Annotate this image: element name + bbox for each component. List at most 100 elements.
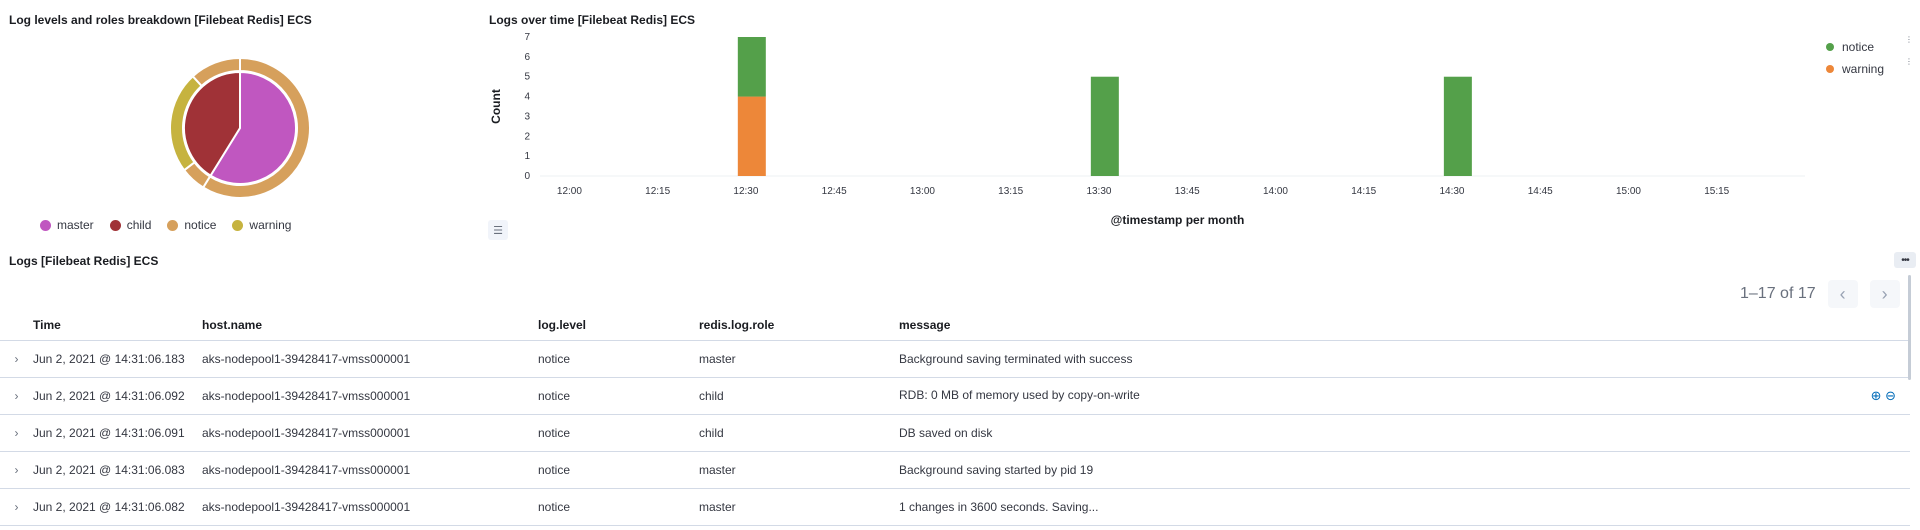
cell-host-name: aks-nodepool1-39428417-vmss000001 xyxy=(202,488,538,526)
x-tick-label: 12:15 xyxy=(645,186,670,197)
pie-legend-item-master[interactable]: master xyxy=(40,218,94,232)
expand-row-icon[interactable]: › xyxy=(0,451,33,489)
table-scrollbar[interactable] xyxy=(1908,275,1911,380)
table-row[interactable]: › Jun 2, 2021 @ 14:31:06.183 aks-nodepoo… xyxy=(0,340,1910,378)
bar-legend-label: notice xyxy=(1842,40,1875,54)
pie-legend-label: notice xyxy=(184,218,217,232)
cell-message: DB saved on disk xyxy=(899,414,1910,452)
pie-panel-title: Log levels and roles breakdown [Filebeat… xyxy=(9,13,312,27)
column-header-host-name[interactable]: host.name xyxy=(202,310,538,341)
x-tick-label: 13:00 xyxy=(910,186,935,197)
cell-message: RDB: 0 MB of memory used by copy-on-writ… xyxy=(899,387,1140,402)
cell-host-name: aks-nodepool1-39428417-vmss000001 xyxy=(202,340,538,378)
previous-page-button[interactable]: ‹ xyxy=(1827,280,1858,308)
pie-legend-swatch xyxy=(109,219,121,231)
x-tick-label: 14:45 xyxy=(1528,186,1553,197)
cell-time: Jun 2, 2021 @ 14:31:06.092 xyxy=(33,377,202,415)
cell-message: 1 changes in 3600 seconds. Saving... xyxy=(899,488,1910,526)
bar-legend: notice warning xyxy=(1826,36,1884,80)
table-row[interactable]: › Jun 2, 2021 @ 14:31:06.092 aks-nodepoo… xyxy=(0,377,1910,415)
expand-row-icon[interactable]: › xyxy=(0,377,33,415)
cell-redis-log-role: master xyxy=(699,340,899,378)
toggle-legend-list-icon[interactable]: ☰ xyxy=(488,220,508,240)
x-tick-label: 13:45 xyxy=(1175,186,1200,197)
x-tick-label: 12:45 xyxy=(822,186,847,197)
panel-options-icon[interactable]: ••• xyxy=(1894,252,1916,268)
cell-redis-log-role: master xyxy=(699,451,899,489)
column-header-message[interactable]: message xyxy=(899,310,1910,341)
x-tick-label: 15:15 xyxy=(1704,186,1729,197)
table-header-row: Time host.name log.level redis.log.role … xyxy=(0,310,1910,341)
pie-legend-swatch xyxy=(232,219,244,231)
x-tick-label: 12:30 xyxy=(733,186,758,197)
filter-actions: ⊕ ⊖ xyxy=(1871,388,1896,404)
pie-legend-label: child xyxy=(126,218,152,232)
bar-panel-title: Logs over time [Filebeat Redis] ECS xyxy=(489,13,696,27)
pagination: 1–17 of 17 ‹ › xyxy=(1740,280,1900,308)
x-tick-label: 14:30 xyxy=(1439,186,1464,197)
filter-out-value-icon[interactable]: ⊖ xyxy=(1885,387,1896,403)
cell-redis-log-role: master xyxy=(699,488,899,526)
cell-log-level: notice xyxy=(538,414,699,452)
bar-legend-swatch xyxy=(1826,65,1834,73)
bar-notice-1231[interactable] xyxy=(737,37,766,97)
table-row[interactable]: › Jun 2, 2021 @ 14:31:06.083 aks-nodepoo… xyxy=(0,451,1910,489)
expand-column-header xyxy=(0,310,33,341)
logs-panel-title: Logs [Filebeat Redis] ECS xyxy=(9,254,159,268)
cell-time: Jun 2, 2021 @ 14:31:06.183 xyxy=(33,340,202,378)
pie-legend-label: warning xyxy=(249,218,292,232)
logs-table: Time host.name log.level redis.log.role … xyxy=(0,310,1910,526)
pie-slice-inner-master[interactable] xyxy=(209,70,297,185)
x-axis-title: @timestamp per month xyxy=(1111,213,1245,227)
bar-legend-label: warning xyxy=(1842,62,1885,76)
roles-levels-pie-chart[interactable] xyxy=(160,50,320,210)
table-row[interactable]: › Jun 2, 2021 @ 14:31:06.091 aks-nodepoo… xyxy=(0,414,1910,452)
cell-log-level: notice xyxy=(538,451,699,489)
expand-row-icon[interactable]: › xyxy=(0,414,33,452)
x-tick-label: 12:00 xyxy=(557,186,582,197)
pie-legend-item-notice[interactable]: notice xyxy=(167,218,216,232)
bar-legend-item-notice[interactable]: notice xyxy=(1826,36,1884,58)
filter-for-value-icon[interactable]: ⊕ xyxy=(1870,387,1882,403)
cell-redis-log-role: child xyxy=(699,414,899,452)
pie-slice-inner-child[interactable] xyxy=(183,70,241,177)
x-tick-label: 15:00 xyxy=(1616,186,1641,197)
bar-warning-1231[interactable] xyxy=(737,96,766,176)
pagination-label: 1–17 of 17 xyxy=(1740,285,1816,302)
legend-warning-options-icon[interactable]: ⋮ xyxy=(1905,57,1913,66)
cell-time: Jun 2, 2021 @ 14:31:06.082 xyxy=(33,488,202,526)
pie-legend-item-warning[interactable]: warning xyxy=(232,218,291,232)
next-page-button[interactable]: › xyxy=(1869,280,1900,308)
pie-legend-swatch xyxy=(167,219,179,231)
bar-notice-1431[interactable] xyxy=(1443,76,1472,176)
logs-over-time-bar-chart[interactable]: 0 1 2 3 4 5 6 7 12:00 12:15 12:30 12:45 13:00 13:15 13… xyxy=(480,28,1820,228)
cell-log-level: notice xyxy=(538,377,699,415)
expand-row-icon[interactable]: › xyxy=(0,488,33,526)
pie-legend-swatch xyxy=(40,219,51,231)
bar-legend-item-warning[interactable]: warning xyxy=(1826,58,1884,80)
cell-host-name: aks-nodepool1-39428417-vmss000001 xyxy=(202,377,538,415)
cell-message: Background saving terminated with succes… xyxy=(899,340,1910,378)
y-tick-label: 7 xyxy=(524,32,530,43)
pie-legend: master child notice warning xyxy=(40,218,291,232)
y-tick-label: 1 xyxy=(524,151,530,162)
column-header-log-level[interactable]: log.level xyxy=(538,310,699,341)
y-tick-label: 5 xyxy=(524,72,530,83)
x-tick-label: 14:15 xyxy=(1351,186,1376,197)
cell-time: Jun 2, 2021 @ 14:31:06.083 xyxy=(33,451,202,489)
column-header-redis-log-role[interactable]: redis.log.role xyxy=(699,310,899,341)
cell-host-name: aks-nodepool1-39428417-vmss000001 xyxy=(202,414,538,452)
pie-legend-item-child[interactable]: child xyxy=(109,218,152,232)
expand-row-icon[interactable]: › xyxy=(0,340,33,378)
table-row[interactable]: › Jun 2, 2021 @ 14:31:06.082 aks-nodepoo… xyxy=(0,488,1910,526)
y-tick-label: 0 xyxy=(524,171,530,182)
legend-notice-options-icon[interactable]: ⋮ xyxy=(1905,35,1913,44)
pie-legend-label: master xyxy=(57,218,94,232)
bar-legend-swatch xyxy=(1826,43,1834,51)
column-header-time[interactable]: Time xyxy=(33,310,202,341)
cell-redis-log-role: child xyxy=(699,377,899,415)
cell-host-name: aks-nodepool1-39428417-vmss000001 xyxy=(202,451,538,489)
cell-time: Jun 2, 2021 @ 14:31:06.091 xyxy=(33,414,202,452)
y-tick-label: 2 xyxy=(524,131,530,142)
bar-notice-1331[interactable] xyxy=(1090,76,1119,176)
